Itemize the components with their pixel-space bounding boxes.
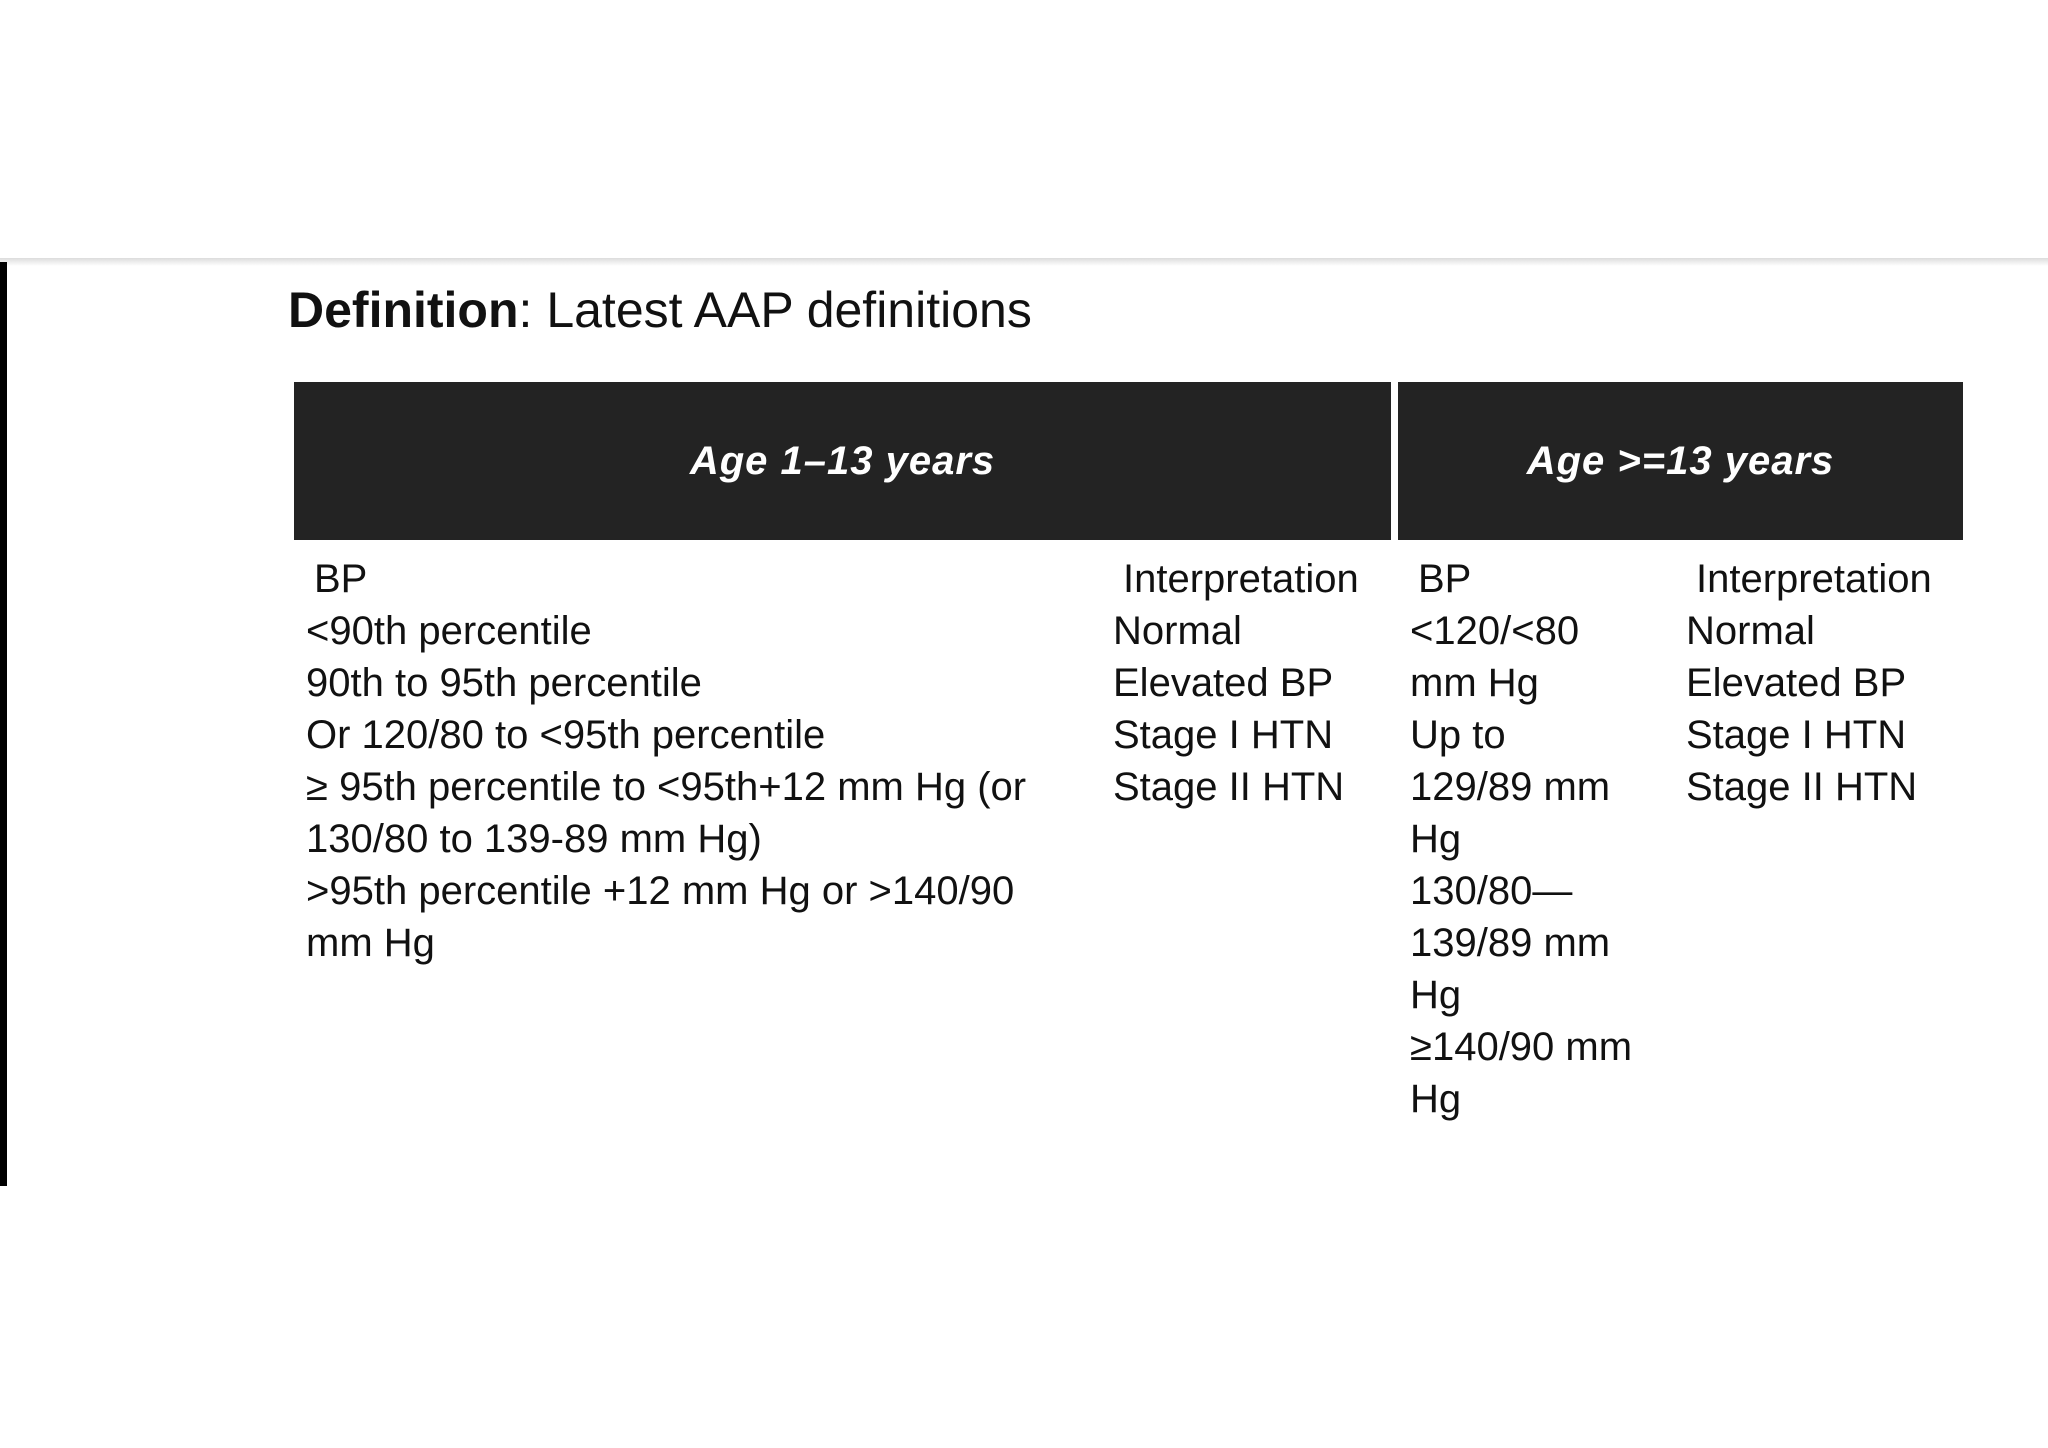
group2-bp-line: ≥140/90 mm (1410, 1025, 1633, 1069)
definition-line: Definition: Latest AAP definitions (288, 278, 1032, 342)
page-edge-shadow (0, 258, 2048, 266)
group2-interpretation-line: Stage II HTN (1686, 765, 1918, 809)
group2-interpretation-line: Elevated BP (1686, 661, 1907, 705)
group1-interpretation-column: Interpretation Normal Elevated BP Stage … (1113, 553, 1393, 813)
group2-interpretation-line: Stage I HTN (1686, 713, 1907, 757)
group1-bp-line: >95th percentile +12 mm Hg or >140/90 (306, 869, 1015, 913)
group2-bp-line: 129/89 mm (1410, 765, 1611, 809)
group1-bp-line: 130/80 to 139-89 mm Hg) (306, 817, 762, 861)
group2-bp-line: mm Hg (1410, 661, 1539, 705)
group1-interpretation-line: Normal (1113, 609, 1242, 653)
definition-text: : Latest AAP definitions (518, 282, 1032, 338)
header-age-13-plus: Age >=13 years (1398, 382, 1963, 540)
group1-bp-line: 90th to 95th percentile (306, 661, 702, 705)
group2-bp-line: 139/89 mm (1410, 921, 1611, 965)
header-age-1-13-label: Age 1–13 years (689, 438, 996, 483)
group2-bp-line: Up to (1410, 713, 1506, 757)
group2-bp-line: 130/80— (1410, 869, 1573, 913)
group2-bp-line: Hg (1410, 1077, 1462, 1121)
group2-bp-line: <120/<80 (1410, 609, 1580, 653)
group1-bp-column: BP <90th percentile 90th to 95th percent… (306, 553, 1096, 969)
group1-interpretation-line: Stage II HTN (1113, 765, 1345, 809)
definition-label: Definition (288, 282, 519, 338)
left-border-bar (0, 262, 7, 1186)
group2-interpretation-column: Interpretation Normal Elevated BP Stage … (1686, 553, 1976, 813)
group2-interpretation-line: Normal (1686, 609, 1815, 653)
group1-interpretation-line: Elevated BP (1113, 661, 1334, 705)
group1-interpretation-header: Interpretation (1123, 557, 1359, 601)
group1-bp-line: Or 120/80 to <95th percentile (306, 713, 826, 757)
group1-bp-line: ≥ 95th percentile to <95th+12 mm Hg (or (306, 765, 1027, 809)
group1-interpretation-line: Stage I HTN (1113, 713, 1334, 757)
group2-bp-line: Hg (1410, 817, 1462, 861)
group2-bp-header: BP (1418, 557, 1472, 601)
group1-bp-line: <90th percentile (306, 609, 592, 653)
header-age-1-13: Age 1–13 years (294, 382, 1391, 540)
group2-bp-column: BP <120/<80 mm Hg Up to 129/89 mm Hg 130… (1410, 553, 1670, 1125)
group2-bp-line: Hg (1410, 973, 1462, 1017)
header-age-13-plus-label: Age >=13 years (1526, 438, 1835, 483)
group1-bp-header: BP (314, 557, 368, 601)
group1-bp-line: mm Hg (306, 921, 435, 965)
group2-interpretation-header: Interpretation (1696, 557, 1932, 601)
